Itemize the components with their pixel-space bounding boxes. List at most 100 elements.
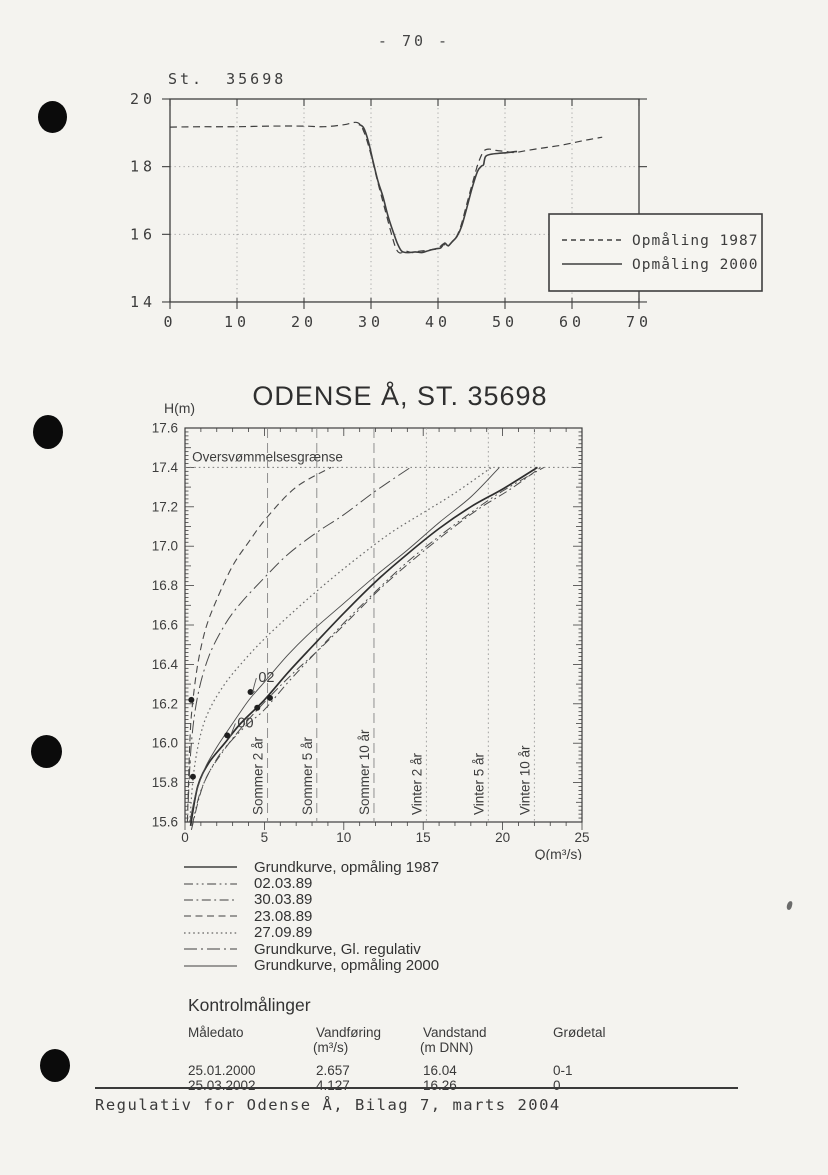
measurement-point [224, 732, 231, 739]
measurement-point [188, 696, 195, 703]
legend-entry-label: 02.03.89 [254, 875, 313, 893]
control-table-grid: Måledato Vandføring Vandstand Grødetal (m³/s… [188, 1025, 668, 1093]
legend-entry-label: 30.03.89 [254, 891, 313, 909]
x-tick-label: 15 [416, 830, 431, 845]
column-unit [188, 1041, 302, 1056]
measurement-label: 02 [258, 670, 274, 686]
y-tick-label: 16.8 [152, 578, 178, 593]
ref-line-label: Vinter 5 år [471, 752, 486, 815]
punch-hole-1 [38, 101, 67, 133]
column-header: Måledato [188, 1025, 244, 1040]
ref-line-label: Vinter 2 år [409, 752, 424, 815]
series-5 [187, 466, 411, 803]
y-tick-label: 16 [130, 225, 156, 243]
y-tick-label: 17.2 [152, 499, 178, 514]
y-tick-label: 17.0 [152, 539, 178, 554]
cross-section-chart: 0 10 20 30 40 50 60 70 14 16 18 20 St. 35698 Opmåling… [130, 70, 763, 331]
series-opmaaling-2000 [358, 123, 518, 254]
x-tick-label: 60 [559, 313, 585, 331]
punch-hole-3 [31, 735, 62, 768]
flood-line-label: Oversvømmelsesgrænse [192, 449, 343, 464]
ref-line-label: Sommer 5 år [300, 736, 315, 815]
y-tick-label: 15.6 [152, 815, 178, 830]
x-tick-label: 0 [181, 830, 189, 845]
cross-section-plot: 0 10 20 30 40 50 60 70 14 16 18 20 St. 35698 Opmåling… [130, 70, 763, 331]
legend-entry-label: 27.09.89 [254, 924, 313, 942]
table-cell: 25.01.2000 [188, 1063, 256, 1078]
legend-entry: Grundkurve, Gl. regulativ [183, 940, 439, 958]
punch-hole-2 [33, 415, 63, 449]
ref-line-label: Sommer 2 år [251, 736, 266, 815]
x-tick-label: 25 [574, 830, 589, 845]
x-tick-label: 5 [261, 830, 269, 845]
legend-entry: Grundkurve, opmåling 1987 [183, 858, 440, 876]
table-cell: 2.657 [316, 1063, 350, 1078]
table-cell: 16.04 [423, 1063, 457, 1078]
series-opmaaling-1987 [169, 121, 603, 254]
series-0 [189, 466, 538, 827]
legend-entry: 27.09.89 [183, 924, 439, 942]
scan-speck [785, 900, 794, 911]
rating-plot: 17.6 17.4 17.2 17.0 16.8 16.6 16.4 16.2 16.0 15.8… [152, 400, 590, 860]
x-tick-label: 30 [358, 313, 384, 331]
legend-line-sample [184, 932, 237, 934]
rating-legend: Grundkurve, opmåling 1987 02.03.89 30.03.8… [183, 859, 439, 974]
legend-entry: 02.03.89 [183, 875, 439, 893]
control-table-title: Kontrolmålinger [188, 995, 311, 1015]
legend-line-sample [184, 965, 237, 966]
measurement-point [254, 704, 261, 711]
cross-section-legend: Opmåling 1987 Opmåling 2000 [548, 213, 763, 292]
x-tick-label: 50 [492, 313, 518, 331]
y-axis-label: H(m) [164, 400, 195, 416]
axis-ticks [184, 427, 583, 830]
legend-entry-label: Grundkurve, opmåling 1987 [254, 858, 440, 876]
x-tick-label: 20 [495, 830, 510, 845]
table-cell: 0-1 [553, 1063, 573, 1078]
legend-entry-label: Grundkurve, opmåling 2000 [254, 957, 440, 975]
y-tick-label: 17.4 [152, 460, 179, 475]
series-2 [190, 466, 541, 831]
x-tick-label: 70 [626, 313, 652, 331]
x-tick-label: 40 [425, 313, 451, 331]
legend-line-sample [184, 948, 237, 950]
legend-entry-label: Opmåling 1987 [632, 232, 759, 249]
y-tick-label: 16.6 [152, 618, 178, 633]
measurement-point [189, 773, 196, 780]
legend-entry-label: 23.08.89 [254, 907, 313, 925]
measurement-leader [229, 723, 236, 737]
column-unit: (m DNN) [420, 1039, 474, 1055]
series-6 [189, 467, 500, 823]
plot-border [169, 98, 640, 303]
legend-entry-label: Opmåling 2000 [632, 256, 759, 273]
rating-curve-chart: 17.6 17.4 17.2 17.0 16.8 16.6 16.4 16.2 16.0 15.8… [152, 400, 590, 860]
legend-entry: Grundkurve, opmåling 2000 [183, 957, 440, 975]
x-tick-label: 0 [163, 313, 176, 331]
table-cell: 0 [553, 1077, 561, 1093]
legend-line-sample [184, 899, 237, 901]
measurement-point [266, 694, 273, 701]
legend-entry: 30.03.89 [183, 891, 439, 909]
punch-hole-4 [40, 1049, 70, 1082]
series-3 [186, 466, 332, 823]
rating-chart-title: ODENSE Å, ST. 35698 [252, 381, 548, 411]
measurement-point [247, 688, 254, 695]
series-4 [189, 466, 492, 823]
cross-section-title: St. 35698 [168, 70, 286, 88]
page-number: - 70 - [377, 32, 451, 50]
column-header: Grødetal [553, 1025, 606, 1040]
legend-line-sample [184, 866, 237, 868]
column-unit: (m³/s) [313, 1039, 349, 1055]
ref-line-label: Vinter 10 år [517, 745, 532, 815]
control-table: Kontrolmålinger Måledato Vandføring Vandst… [188, 995, 668, 1093]
column-unit [523, 1041, 623, 1056]
y-tick-label: 15.8 [152, 775, 178, 790]
spacer [523, 1055, 623, 1064]
y-tick-label: 17.6 [152, 421, 178, 436]
y-tick-label: 14 [130, 293, 156, 311]
footer-caption: Regulativ for Odense Å, Bilag 7, marts 2… [95, 1087, 738, 1114]
legend-line-sample [184, 915, 237, 917]
y-tick-label: 20 [130, 90, 156, 108]
legend-entry-label: Grundkurve, Gl. regulativ [254, 940, 421, 958]
x-tick-label: 10 [224, 313, 250, 331]
